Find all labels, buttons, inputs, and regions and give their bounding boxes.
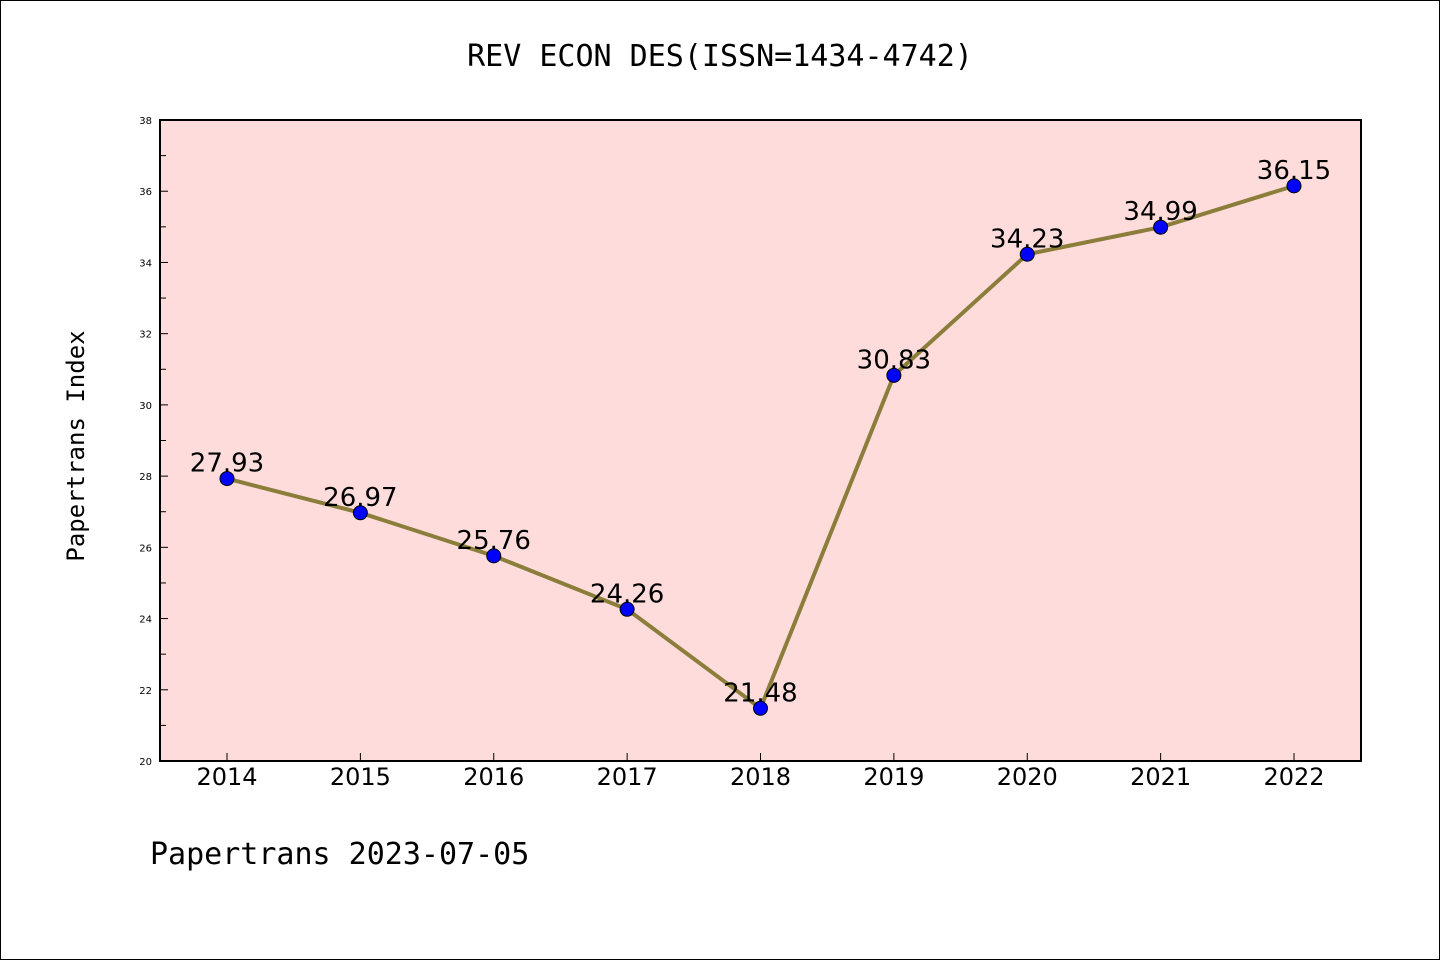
data-point — [1019, 246, 1035, 262]
data-label: 30.83 — [857, 345, 931, 375]
x-axis: 2014 2015 2016 2017 2018 2019 2020 2021 2022 — [196, 753, 1325, 791]
x-tick-label: 2015 — [330, 763, 391, 791]
data-point — [219, 471, 235, 487]
x-tick-label: 2021 — [1130, 763, 1191, 791]
data-label: 21.48 — [723, 678, 797, 708]
y-axis: 20 22 24 26 28 30 32 34 36 38 — [139, 116, 168, 768]
chart-title: REV ECON DES(ISSN=1434-4742) — [467, 39, 973, 74]
data-labels: 27.93 26.97 25.76 24.26 21.48 30.83 34.23 34.99… — [190, 156, 1331, 708]
data-point — [886, 367, 902, 383]
data-point — [486, 548, 502, 564]
y-tick-label: 38 — [139, 116, 152, 127]
x-tick-label: 2018 — [730, 763, 791, 791]
x-tick-label: 2020 — [997, 763, 1058, 791]
y-tick-label: 26 — [139, 543, 152, 554]
y-tick-label: 22 — [139, 686, 152, 697]
data-point — [1286, 178, 1302, 194]
data-point — [753, 700, 768, 716]
y-tick-label: 34 — [139, 258, 152, 269]
data-point — [352, 505, 368, 521]
y-tick-label: 28 — [139, 472, 152, 483]
y-tick-label: 30 — [139, 401, 152, 412]
data-point — [619, 601, 635, 617]
data-label: 26.97 — [323, 483, 397, 513]
data-point — [1153, 219, 1169, 235]
data-label: 24.26 — [590, 579, 664, 609]
x-tick-label: 2017 — [597, 763, 658, 791]
data-label: 34.23 — [990, 224, 1064, 254]
y-tick-label: 32 — [139, 330, 152, 341]
footer-watermark: Papertrans 2023-07-05 — [150, 837, 529, 872]
data-label: 25.76 — [457, 526, 531, 556]
y-tick-label: 20 — [139, 757, 152, 768]
y-axis-label: Papertrans Index — [62, 330, 90, 561]
data-label: 27.93 — [190, 449, 264, 479]
y-tick-label: 36 — [139, 187, 152, 198]
x-tick-label: 2019 — [863, 763, 924, 791]
data-label: 36.15 — [1257, 156, 1331, 186]
data-label: 34.99 — [1123, 197, 1197, 227]
y-tick-label: 24 — [139, 615, 152, 626]
x-tick-label: 2016 — [463, 763, 524, 791]
x-tick-label: 2022 — [1263, 763, 1324, 791]
series-markers — [219, 178, 1302, 716]
x-tick-label: 2014 — [196, 763, 257, 791]
